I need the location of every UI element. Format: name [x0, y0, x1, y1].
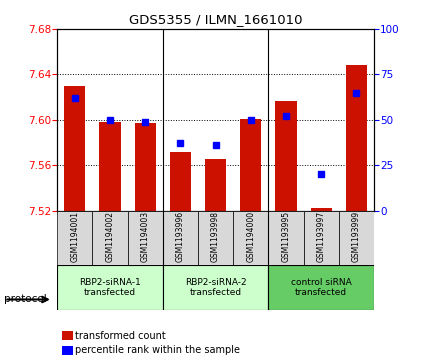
Bar [92, 211, 128, 265]
Text: GSM1193997: GSM1193997 [317, 211, 326, 262]
Text: percentile rank within the sample: percentile rank within the sample [75, 345, 240, 355]
Bar [339, 211, 374, 265]
Bar [268, 211, 304, 265]
Text: GSM1194003: GSM1194003 [141, 211, 150, 262]
Bar [99, 122, 121, 211]
Bar [135, 123, 156, 211]
Text: control siRNA
transfected: control siRNA transfected [291, 278, 352, 297]
Bar [346, 65, 367, 211]
Text: RBP2-siRNA-2
transfected: RBP2-siRNA-2 transfected [185, 278, 246, 297]
Bar [163, 211, 198, 265]
Text: GSM1194002: GSM1194002 [106, 211, 114, 262]
Text: protocol: protocol [4, 294, 47, 305]
Bar [233, 211, 268, 265]
Bar [128, 211, 163, 265]
Text: transformed count: transformed count [75, 331, 165, 341]
Bar [240, 119, 261, 211]
Bar [304, 211, 339, 265]
Text: GSM1194001: GSM1194001 [70, 211, 79, 262]
Text: GSM1193995: GSM1193995 [282, 211, 290, 262]
Text: RBP2-siRNA-1
transfected: RBP2-siRNA-1 transfected [79, 278, 141, 297]
Bar [57, 211, 92, 265]
Bar [275, 101, 297, 211]
Bar [64, 86, 85, 211]
Bar [57, 265, 163, 310]
Text: GSM1193999: GSM1193999 [352, 211, 361, 262]
Bar [268, 265, 374, 310]
Bar [198, 211, 233, 265]
Bar [170, 152, 191, 211]
Title: GDS5355 / ILMN_1661010: GDS5355 / ILMN_1661010 [129, 13, 302, 26]
Bar [311, 208, 332, 211]
Text: GSM1193996: GSM1193996 [176, 211, 185, 262]
Text: GSM1193998: GSM1193998 [211, 211, 220, 262]
Text: GSM1194000: GSM1194000 [246, 211, 255, 262]
Bar [163, 265, 268, 310]
Bar [205, 159, 226, 211]
